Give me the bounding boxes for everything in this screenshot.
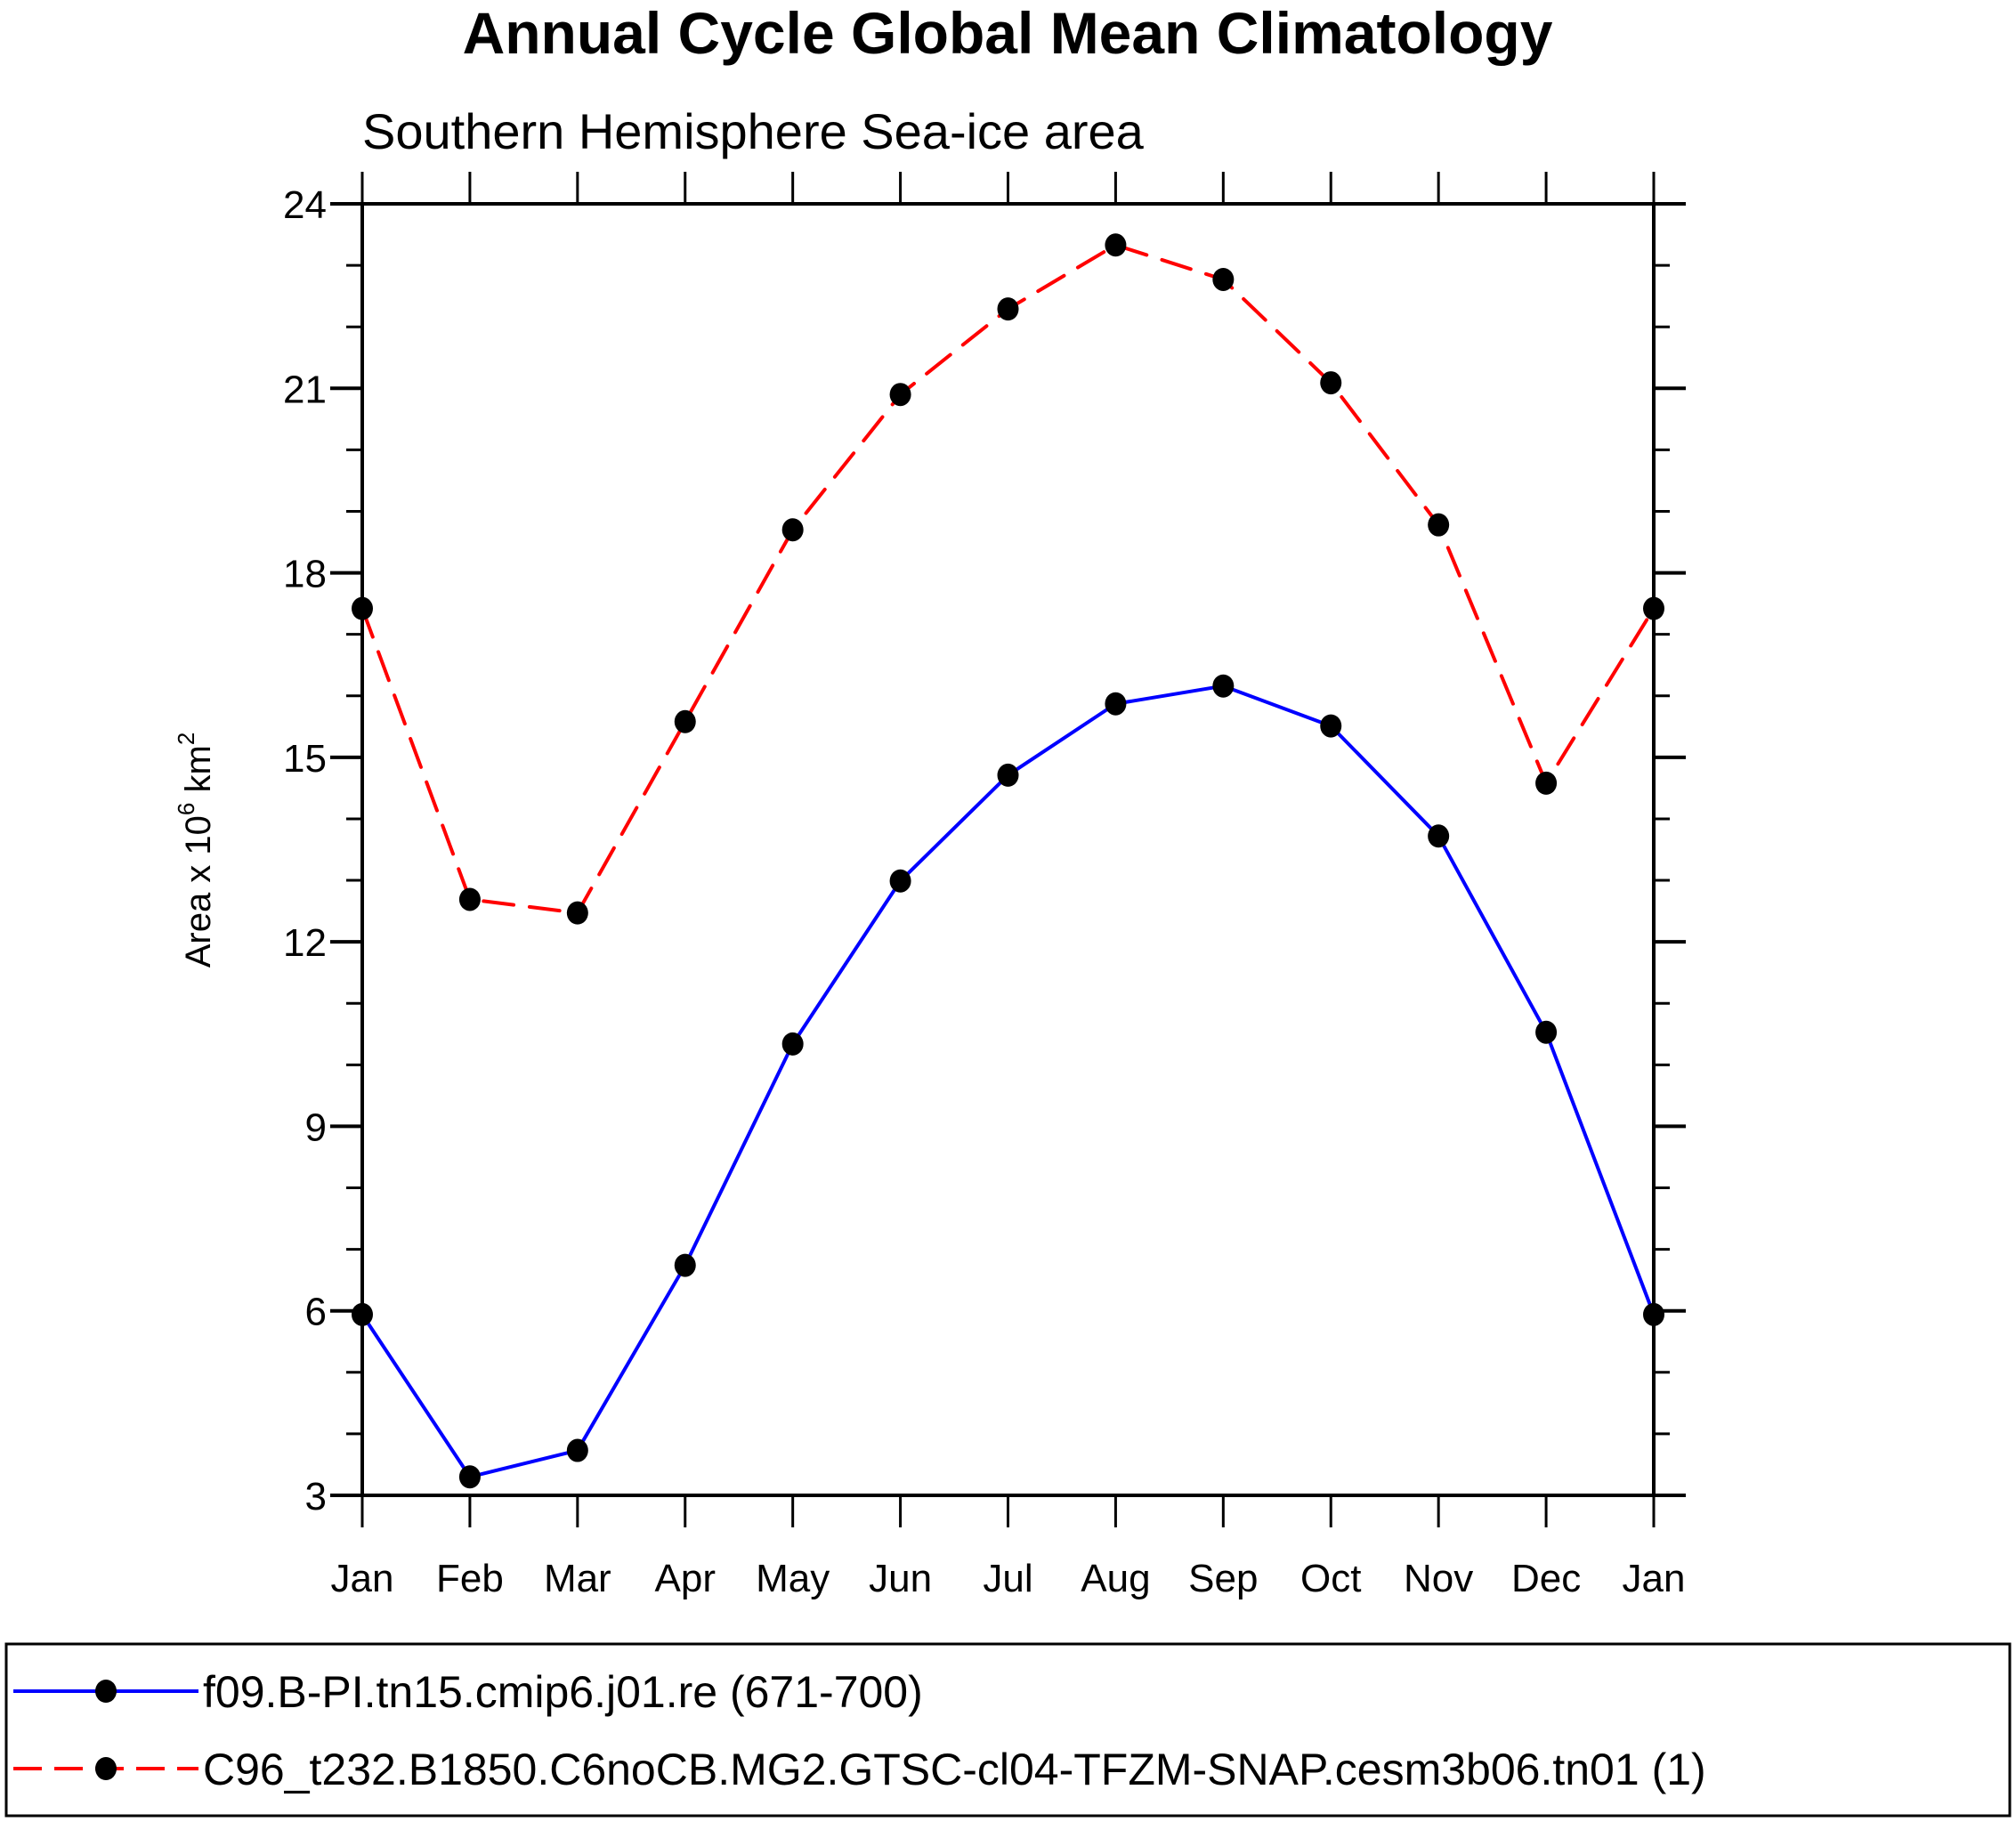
series-line-1 [360, 684, 1656, 1479]
data-point [889, 383, 911, 407]
data-point [997, 297, 1019, 321]
tick-labels: Jan Feb Mar Apr May Jun Jul Aug Sep Oct Nov Dec Jan3… [283, 183, 1685, 1600]
y-axis-label: Area x 106 km2 [173, 733, 218, 968]
y-tick-label: 15 [283, 737, 327, 781]
x-tick-label: Nov [1404, 1557, 1473, 1600]
y-axis-label-text: Area x 10 [179, 815, 218, 968]
y-tick-label: 3 [305, 1475, 327, 1518]
y-tick-label: 6 [305, 1291, 327, 1334]
x-tick-label: Feb [436, 1557, 504, 1600]
data-point [1535, 771, 1558, 795]
x-tick-label: Jan [1623, 1557, 1686, 1600]
data-point [458, 887, 481, 911]
data-point [1212, 674, 1235, 698]
svg-text:Area x 106 km2: Area x 106 km2 [173, 733, 218, 968]
x-tick-label: Jan [331, 1557, 394, 1600]
data-point [674, 709, 696, 733]
data-point [1535, 1020, 1558, 1044]
x-tick-label: Mar [544, 1557, 611, 1600]
legend-label-1: f09.B-PI.tn15.cmip6.j01.re (671-700) [203, 1667, 923, 1717]
data-point [1212, 267, 1235, 291]
plot-frame [360, 202, 1656, 1497]
data-point [781, 1032, 804, 1056]
legend-label-2: C96_t232.B1850.C6noCB.MG2.GTSC-cl04-TFZM… [203, 1745, 1706, 1794]
data-point [1320, 714, 1342, 738]
x-tick-label: Sep [1188, 1557, 1258, 1600]
x-tick-label: Dec [1511, 1557, 1581, 1600]
y-tick-label: 9 [305, 1105, 327, 1149]
x-tick-label: Aug [1081, 1557, 1150, 1600]
legend-marker-1 [95, 1680, 117, 1703]
legend: f09.B-PI.tn15.cmip6.j01.re (671-700) C96_… [4, 1642, 2012, 1818]
data-point [1320, 371, 1342, 395]
data-point [1105, 692, 1127, 716]
x-tick-label: Jul [983, 1557, 1032, 1600]
chart-subtitle: Southern Hemisphere Sea-ice area [362, 103, 1145, 159]
data-point [458, 1465, 481, 1489]
data-point [1428, 824, 1450, 848]
y-axis-label-exponent: 6 [173, 803, 199, 815]
x-tick-label: Jun [869, 1557, 932, 1600]
y-tick-label: 18 [283, 553, 327, 596]
x-tick-label: May [756, 1557, 830, 1600]
data-point [566, 1438, 588, 1462]
x-tick-label: Apr [655, 1557, 716, 1600]
legend-box [4, 1642, 2012, 1818]
series-lines [360, 243, 1656, 1479]
data-point [1428, 513, 1450, 537]
x-tick-label: Oct [1300, 1557, 1361, 1600]
legend-marker-2 [95, 1757, 117, 1780]
data-point [781, 518, 804, 542]
data-point [674, 1253, 696, 1277]
data-point [997, 763, 1019, 787]
y-axis-label-unit-exponent: 2 [173, 733, 199, 745]
y-tick-label: 12 [283, 921, 327, 965]
y-axis-label-unit: km [179, 745, 218, 802]
series-markers [352, 233, 1664, 1489]
series-line-2 [360, 243, 1656, 915]
data-point [889, 869, 911, 893]
axis-ticks [330, 172, 1686, 1527]
chart-title: Annual Cycle Global Mean Climatology [463, 0, 1553, 66]
data-point [1105, 233, 1127, 257]
data-point [566, 901, 588, 925]
y-tick-label: 21 [283, 368, 327, 411]
y-tick-label: 24 [283, 183, 327, 227]
